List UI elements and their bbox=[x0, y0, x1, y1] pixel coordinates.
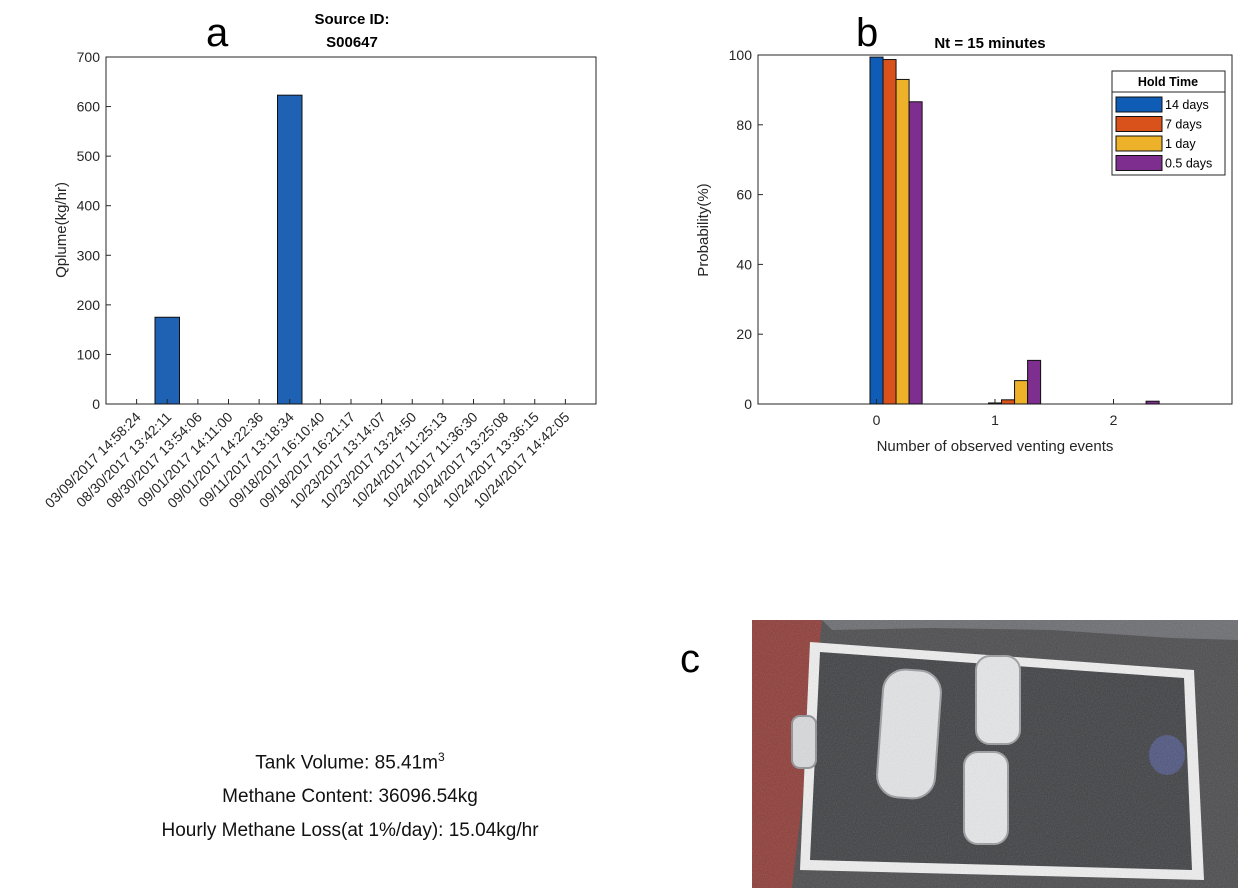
chart-b-y-tick-label: 80 bbox=[736, 117, 752, 133]
chart-a-title-line1: Source ID: bbox=[314, 11, 389, 28]
chart-b-bar bbox=[1014, 380, 1029, 405]
tank-volume: Tank Volume: 85.41m3 bbox=[100, 740, 600, 780]
chart-a-y-tick-label: 600 bbox=[77, 99, 101, 115]
legend-items: 14 days 7 days 1 day 0.5 days bbox=[1115, 96, 1212, 171]
chart-a-title-line2: S00647 bbox=[326, 34, 378, 51]
chart-b-y-tick-label: 20 bbox=[736, 326, 752, 342]
aerial-photo-drawing bbox=[752, 620, 1238, 888]
chart-b: b Nt = 15 minutes 0 20 40 60 80 100 0 1 2 Numbe… bbox=[695, 11, 1233, 455]
chart-b-y-tick-label: 100 bbox=[729, 47, 753, 63]
chart-a-axes-box bbox=[105, 56, 597, 405]
chart-a-y-tick-label: 400 bbox=[77, 198, 101, 214]
chart-a-y-tick-label: 0 bbox=[92, 396, 100, 412]
chart-a-y-tick-label: 500 bbox=[77, 148, 101, 164]
legend-swatch bbox=[1115, 155, 1163, 171]
chart-a: a Source ID: S00647 0 100 200 300 400 500 600 7… bbox=[42, 11, 597, 511]
aerial-photo-tank-site bbox=[752, 620, 1238, 888]
chart-b-title: Nt = 15 minutes bbox=[934, 35, 1045, 52]
legend-label: 1 day bbox=[1165, 137, 1196, 151]
chart-a-y-ticks: 0 100 200 300 400 500 600 700 bbox=[77, 49, 111, 412]
chart-b-bar bbox=[869, 56, 884, 405]
chart-b-bar bbox=[1001, 399, 1016, 405]
chart-b-bar bbox=[1145, 400, 1160, 405]
legend-label: 7 days bbox=[1165, 118, 1202, 132]
chart-b-y-tick-label: 60 bbox=[736, 187, 752, 203]
chart-b-y-tick-label: 40 bbox=[736, 256, 752, 272]
chart-b-bar bbox=[908, 101, 923, 405]
chart-a-y-tick-label: 700 bbox=[77, 49, 101, 65]
chart-b-legend: Hold Time 14 days 7 days 1 day 0.5 days bbox=[1111, 70, 1226, 176]
hourly-methane-loss: Hourly Methane Loss(at 1%/day): 15.04kg/… bbox=[161, 820, 539, 842]
chart-b-bar bbox=[895, 78, 910, 405]
tank-volume-text: Tank Volume: 85.41m bbox=[255, 752, 439, 774]
chart-b-bars bbox=[869, 56, 1160, 405]
chart-b-x-ticks: 0 1 2 bbox=[873, 399, 1118, 428]
legend-label: 0.5 days bbox=[1165, 157, 1212, 171]
chart-b-x-tick-label: 0 bbox=[873, 412, 881, 428]
legend-label: 14 days bbox=[1165, 98, 1209, 112]
chart-a-y-axis-label: Qplume(kg/hr) bbox=[53, 182, 70, 278]
tank-info: Tank Volume: 85.41m3 Methane Content: 36… bbox=[100, 740, 600, 848]
legend-swatch bbox=[1115, 135, 1163, 152]
panel-label-c: c bbox=[680, 637, 700, 681]
panel-label-b: b bbox=[856, 11, 878, 55]
chart-a-bar bbox=[277, 94, 303, 405]
chart-b-x-tick-label: 2 bbox=[1110, 412, 1118, 428]
photo-grain bbox=[752, 620, 1238, 888]
legend-title: Hold Time bbox=[1138, 75, 1198, 89]
chart-b-y-tick-label: 0 bbox=[744, 396, 752, 412]
tank-volume-unit-exponent: 3 bbox=[438, 750, 445, 764]
chart-b-y-axis-label: Probability(%) bbox=[695, 183, 712, 276]
chart-b-bar bbox=[882, 59, 897, 405]
chart-a-bar bbox=[154, 316, 180, 405]
chart-a-y-tick-label: 100 bbox=[77, 346, 101, 362]
chart-b-x-axis-label: Number of observed venting events bbox=[877, 438, 1114, 455]
methane-content: Methane Content: 36096.54kg bbox=[222, 786, 478, 808]
panel-label-a: a bbox=[206, 11, 229, 55]
legend-swatch bbox=[1115, 116, 1163, 132]
legend-swatch bbox=[1115, 96, 1163, 113]
chart-a-y-tick-label: 200 bbox=[77, 297, 101, 313]
chart-b-bar bbox=[1027, 359, 1042, 405]
chart-a-y-tick-label: 300 bbox=[77, 247, 101, 263]
chart-b-y-ticks: 0 20 40 60 80 100 bbox=[729, 47, 763, 412]
chart-b-x-tick-label: 1 bbox=[991, 412, 999, 428]
